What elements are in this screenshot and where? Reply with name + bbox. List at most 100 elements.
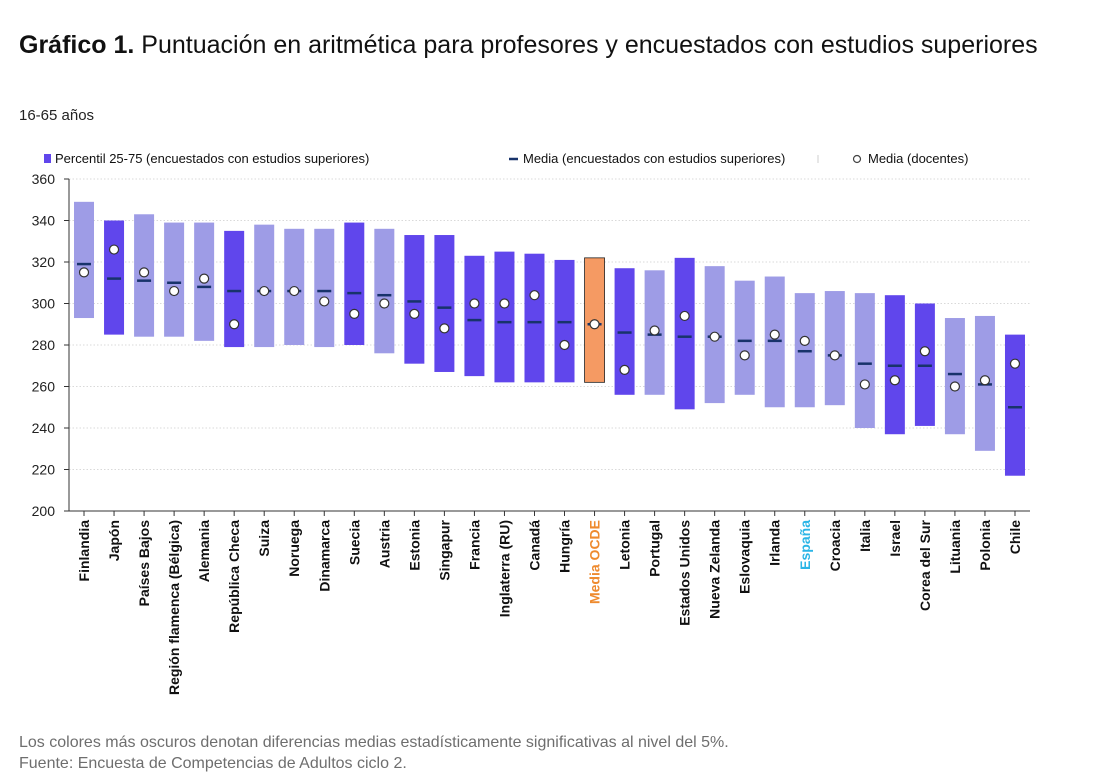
y-tick-label: 200	[32, 503, 56, 519]
bar-estados-unidos	[674, 257, 695, 410]
teacher-dot-italia	[859, 379, 870, 390]
teacher-dot-letonia	[619, 364, 630, 375]
legend-swatch-teacher	[852, 154, 862, 164]
bar-austria	[374, 228, 395, 354]
x-label-suecia: Suecia	[346, 520, 362, 565]
x-label-noruega: Noruega	[286, 520, 302, 577]
x-label-suiza: Suiza	[256, 520, 272, 557]
chart-subtitle: 16-65 años	[19, 107, 95, 124]
bar-inglaterra-ru	[494, 251, 515, 383]
x-label-estonia: Estonia	[406, 520, 422, 571]
teacher-dot-noruega	[289, 285, 300, 297]
x-label-media-ocde: Media OCDE	[587, 520, 603, 604]
x-label-nueva-zelanda: Nueva Zelanda	[707, 520, 723, 619]
bar-italia	[854, 293, 875, 428]
teacher-dot-chile	[1009, 358, 1021, 369]
teacher-dot-paises-bajos	[138, 267, 150, 278]
legend-label-teacher: Media (docentes)	[868, 151, 968, 166]
x-label-finlandia: Finlandia	[76, 520, 92, 582]
y-tick-label: 260	[32, 379, 56, 395]
teacher-dot-media-ocde	[589, 319, 600, 330]
x-label-portugal: Portugal	[647, 520, 663, 577]
bar-republica-checa	[224, 230, 245, 348]
bar-canada	[524, 253, 545, 383]
y-tick-label: 240	[32, 420, 56, 436]
bar-dinamarca	[314, 228, 335, 348]
legend-label-mean: Media (encuestados con estudios superior…	[523, 151, 785, 166]
bar-croacia	[824, 291, 845, 406]
legend-label-range: Percentil 25-75 (encuestados con estudio…	[55, 151, 369, 166]
teacher-dot-austria	[379, 298, 390, 309]
x-label-espana: España	[797, 520, 813, 570]
y-tick-label: 220	[32, 462, 56, 478]
gridlines	[69, 178, 1030, 470]
x-label-austria: Austria	[376, 520, 392, 568]
y-tick-label: 280	[32, 337, 56, 353]
teacher-dot-eslovaquia	[739, 350, 750, 361]
teacher-dot-irlanda	[769, 329, 780, 340]
y-tick-label: 300	[32, 296, 56, 312]
teacher-markers	[78, 244, 1021, 392]
x-label-hungria: Hungría	[557, 520, 573, 573]
x-label-canada: Canadá	[526, 520, 542, 571]
bar-francia	[464, 255, 485, 377]
teacher-dot-nueva-zelanda	[709, 331, 720, 342]
bar-region-flamenca-belgica	[164, 222, 185, 337]
teacher-dot-hungria	[559, 339, 570, 351]
x-label-croacia: Croacia	[827, 520, 843, 572]
bar-eslovaquia	[734, 280, 755, 395]
footnote-source: Fuente: Encuesta de Competencias de Adul…	[19, 755, 407, 772]
x-label-alemania: Alemania	[196, 520, 212, 582]
teacher-dot-lituania	[949, 381, 961, 392]
bar-singapur	[434, 235, 455, 372]
mean-markers	[77, 262, 1022, 409]
teacher-dot-espana	[799, 335, 810, 346]
x-label-estados-unidos: Estados Unidos	[677, 520, 693, 626]
chart-title: Gráfico 1. Puntuación en aritmética para…	[19, 30, 1079, 61]
teacher-dot-republica-checa	[229, 319, 240, 330]
x-label-lituania: Lituania	[947, 520, 963, 574]
teacher-dot-croacia	[829, 350, 840, 361]
chart-title-text: Puntuación en aritmética para profesores…	[141, 31, 1038, 59]
teacher-dot-israel	[889, 375, 900, 386]
chart-area: Percentil 25-75 (encuestados con estudio…	[32, 151, 1030, 695]
x-label-polonia: Polonia	[977, 520, 993, 571]
x-label-letonia: Letonia	[617, 520, 633, 570]
bar-chile	[1004, 334, 1025, 476]
teacher-dot-region-flamenca-belgica	[169, 285, 180, 297]
teacher-dot-suiza	[259, 285, 270, 297]
bar-lituania	[944, 318, 965, 435]
x-label-singapur: Singapur	[436, 519, 452, 580]
teacher-dot-finlandia	[78, 267, 90, 278]
teacher-dot-francia	[469, 298, 480, 309]
footnote-significance: Los colores más oscuros denotan diferenc…	[19, 734, 729, 751]
teacher-dot-suecia	[349, 308, 360, 319]
bar-finlandia	[74, 201, 95, 319]
teacher-dot-japon	[108, 244, 120, 255]
teacher-dot-inglaterra-ru	[499, 298, 510, 309]
chart-legend: Percentil 25-75 (encuestados con estudio…	[44, 151, 968, 166]
teacher-dot-estonia	[409, 308, 420, 319]
bar-suiza	[254, 224, 275, 348]
x-label-italia: Italia	[857, 520, 873, 552]
x-label-region-flamenca-belgica: Región flamenca (Bélgica)	[166, 520, 182, 695]
teacher-dot-singapur	[439, 323, 450, 334]
teacher-dot-canada	[529, 290, 540, 301]
x-label-irlanda: Irlanda	[767, 520, 783, 566]
y-tick-label: 320	[32, 254, 56, 270]
bar-suecia	[344, 222, 365, 345]
bar-estonia	[404, 235, 425, 364]
teacher-dot-estados-unidos	[679, 310, 690, 322]
x-label-israel: Israel	[887, 520, 903, 557]
x-axis-labels: Finlandia Japón Países Bajos Región flamenc…	[76, 511, 1023, 695]
teacher-dot-corea-del-sur	[919, 346, 930, 357]
x-label-eslovaquia: Eslovaquia	[737, 520, 753, 594]
x-label-japon: Japón	[106, 520, 122, 561]
x-label-dinamarca: Dinamarca	[316, 520, 332, 592]
y-tick-label: 360	[32, 171, 56, 187]
chart-title-bold: Gráfico 1.	[19, 31, 135, 59]
y-tick-label: 340	[32, 213, 56, 229]
x-label-paises-bajos: Países Bajos	[136, 520, 152, 607]
x-label-chile: Chile	[1007, 520, 1023, 554]
teacher-dot-portugal	[649, 325, 660, 336]
